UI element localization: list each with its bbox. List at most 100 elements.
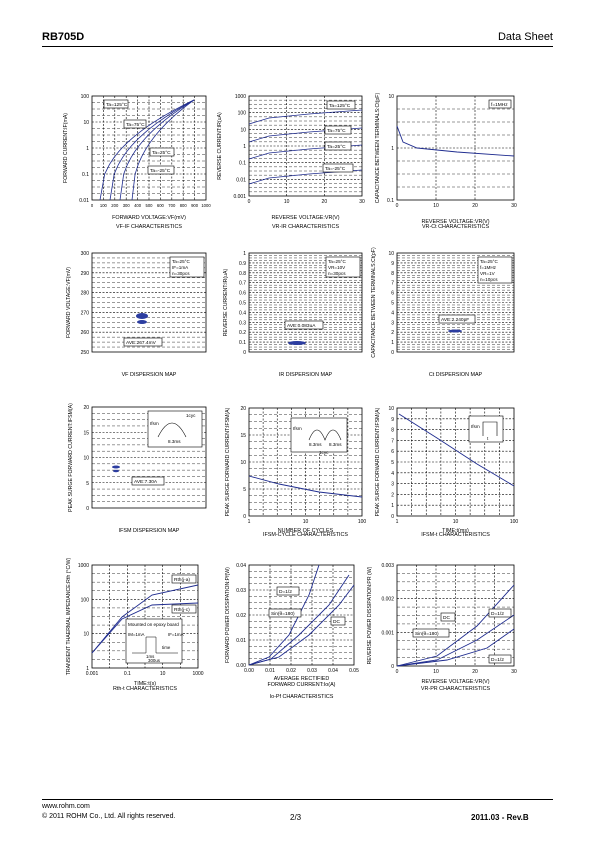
y-tick-label: 100 [81, 597, 90, 603]
condition-label-box [412, 628, 450, 638]
y-axis-label: FORWARD CURRENT:IF(mA) [63, 113, 69, 183]
vr-pr-curve [396, 584, 515, 667]
condition-label: Ta=-25°C [150, 168, 171, 174]
y-tick-label: 0 [391, 664, 394, 670]
average-label: AVE:7.30A [134, 479, 158, 485]
condition-label-box [324, 125, 352, 135]
y-tick-label: 1 [243, 144, 246, 150]
chart-caption: IFSM-CYCLE CHARACTERISTICS [263, 532, 348, 538]
x-tick-label: 800 [180, 203, 188, 208]
y-tick-label: 0.2 [239, 330, 246, 336]
y-axis-label: PEAK SURGE FORWARD CURRENT:IFSM(A) [68, 403, 74, 512]
average-label: AVE:0.083uA [287, 323, 316, 329]
condition-label-box [268, 608, 302, 618]
condition-label-box [171, 604, 197, 614]
y-tick-label: 0.01 [236, 638, 246, 644]
y-tick-label: 20 [240, 406, 246, 412]
y-tick-label: 20 [83, 405, 89, 411]
footer-url[interactable]: www.rohm.com [42, 803, 90, 810]
plot-frame [91, 406, 207, 509]
plot-frame [91, 252, 207, 353]
chart-caption: VF DISPERSION MAP [122, 372, 177, 378]
x-axis-label: TIME:t(ms) [442, 528, 469, 534]
y-tick-label: 0.001 [381, 630, 394, 636]
ifsm-t-curve [398, 413, 515, 487]
x-tick-label: 0.1 [124, 671, 131, 677]
y-tick-label: 0.1 [82, 172, 89, 178]
condition-label: D=1/2 [491, 657, 504, 663]
ifsm-cycle-curve [248, 475, 363, 498]
x-tick-label: 30 [511, 203, 517, 209]
x-tick-label: 300 [123, 203, 131, 208]
data-cluster [113, 469, 119, 473]
y-tick-label: 10 [83, 632, 89, 638]
y-tick-label: 5 [243, 487, 246, 493]
y-tick-label: 1 [391, 503, 394, 509]
footer-page: 2/3 [290, 813, 302, 822]
plot-frame [248, 95, 363, 197]
condition-label: Ta=-25°C [325, 166, 346, 172]
part-number: RB705D [42, 31, 85, 43]
x-tick-label: 1 [248, 519, 251, 525]
y-tick-label: 0 [391, 514, 394, 520]
condition-label: Sin(θ=180) [415, 631, 439, 637]
y-tick-label: 290 [81, 271, 90, 277]
x-tick-label: 0.001 [86, 671, 99, 677]
condition-label-box [440, 612, 456, 622]
y-tick-label: 0.6 [239, 291, 246, 297]
x-tick-label: 400 [134, 203, 142, 208]
y-tick-label: 6 [391, 291, 394, 297]
y-tick-label: 5 [86, 481, 89, 487]
chart-caption: Ct DISPERSION MAP [429, 372, 483, 378]
y-axis-label: PEAK SURGE FORWARD CURRENT:IFSM(A) [225, 407, 231, 516]
average-label-box [131, 476, 165, 486]
y-tick-label: 0.03 [236, 588, 246, 594]
rth-curve [91, 602, 199, 654]
y-tick-label: 5 [391, 301, 394, 307]
graph-ifsm-map: 20 15 10 5 0 PEAK SURGE FORWARD CURRENT:IFSM(… [68, 403, 207, 534]
y-tick-label: 0.3 [239, 320, 246, 326]
y-tick-label: 0.001 [233, 194, 246, 200]
x-axis-label: NUMBER OF CYCLES [278, 528, 334, 534]
chart-caption: IFSM-t CHARACTERISTICS [421, 532, 490, 538]
y-tick-label: 0 [86, 506, 89, 512]
inset-label: 1cyc [186, 413, 196, 418]
waveform-inset [290, 417, 348, 453]
inset-label: time [162, 645, 171, 650]
x-tick-label: 1 [396, 519, 399, 525]
y-tick-label: 10 [388, 251, 394, 257]
graph-rth-t: 1000 100 10 10.001 0.1 10 1000 TRANSIENT THAERM… [66, 557, 204, 692]
graph-vr-pr: 0.003 0.002 0.001 00 10 20 30 REVERSE POWER DIS… [367, 563, 517, 692]
y-tick-label: 15 [240, 433, 246, 439]
y-tick-label: 10 [240, 460, 246, 466]
y-tick-label: 10 [240, 127, 246, 133]
y-tick-label: 9 [391, 417, 394, 423]
condition-label: f=1MHz [480, 265, 497, 270]
plot-frame [248, 252, 363, 353]
vr-pr-curve [396, 614, 515, 667]
y-tick-label: 4 [391, 471, 394, 477]
condition-label: n=30pcs [172, 271, 190, 276]
vf-if-curve [131, 99, 195, 201]
y-tick-label: 0.8 [239, 271, 246, 277]
x-axis-label: REVERSE VOLTAGE:VR(V) [421, 219, 489, 225]
inset-label: 8.3ms [309, 442, 322, 447]
y-axis-label: TRANSIENT THAERMAL IMPEDANCE:Rth (°C/W) [66, 557, 72, 675]
x-tick-label: 10 [284, 199, 290, 205]
y-tick-label: 5 [391, 460, 394, 466]
condition-label: IF=1mA [172, 265, 189, 270]
condition-label: Ta=75°C [126, 122, 145, 128]
inset-label: Ifsm [150, 421, 159, 426]
x-tick-label: 10 [453, 519, 459, 525]
plot-frame [91, 95, 207, 201]
x-tick-label: 20 [472, 203, 478, 209]
y-tick-label: 6 [391, 449, 394, 455]
y-tick-label: 100 [238, 111, 247, 117]
rth-curve [91, 584, 199, 654]
y-tick-label: 0.01 [236, 177, 246, 183]
y-tick-label: 0.7 [239, 281, 246, 287]
condition-label-box [488, 654, 512, 664]
y-tick-label: 0.9 [239, 261, 246, 267]
